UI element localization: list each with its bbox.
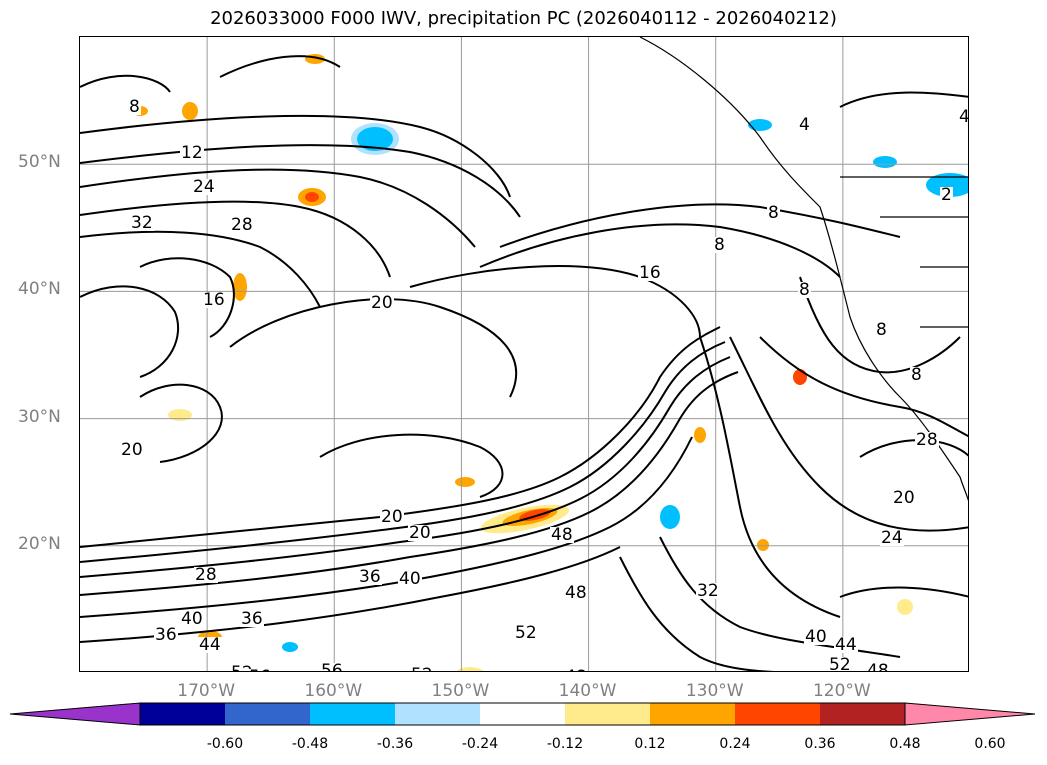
contour-label: 52 [828, 655, 852, 672]
lon-tick-label: 130°W [685, 681, 744, 701]
lon-tick-label: 160°W [304, 681, 363, 701]
contour-label: 8 [767, 203, 780, 223]
contour-label: 4 [798, 115, 811, 135]
lat-tick-label: 40°N [18, 279, 61, 300]
contour-label: 8 [910, 365, 923, 385]
colorbar-segment [225, 703, 310, 725]
colorbar-tick-label: -0.12 [546, 736, 584, 752]
contour-label: 32 [696, 581, 720, 601]
contour-label: 32 [130, 213, 154, 233]
map-canvas [80, 37, 968, 671]
map-plot-area[interactable]: 8 12 24 32 28 16 20 16 8 4 4 2 8 8 8 8 20 20 20 48 40 36 28 40 3… [79, 36, 969, 672]
colorbar-tick-label: -0.24 [461, 736, 499, 752]
lat-tick-label: 20°N [18, 533, 61, 554]
contour-label: 20 [892, 488, 916, 508]
colorbar-segment [480, 703, 565, 725]
colorbar-tick-label: 0.36 [804, 736, 836, 752]
colorbar-tick-label: -0.48 [291, 736, 329, 752]
contour-label: 48 [564, 583, 588, 603]
colorbar-segment [820, 703, 905, 725]
colorbar-tick-label: -0.60 [206, 736, 244, 752]
contour-label: 40 [804, 627, 828, 647]
contour-label: 44 [834, 635, 858, 655]
contour-label: 52 [230, 665, 254, 671]
contour-label: 36 [240, 609, 264, 629]
lat-tick-label: 30°N [18, 406, 61, 427]
colorbar-segment [395, 703, 480, 725]
contour-label: 4 [958, 107, 969, 127]
contour-label: 28 [194, 565, 218, 585]
colorbar-segment [735, 703, 820, 725]
colorbar-segment [310, 703, 395, 725]
contour-label: 52 [410, 667, 434, 671]
contour-label: 20 [380, 507, 404, 527]
contour-label: 2 [940, 185, 953, 205]
contour-label: 40 [398, 569, 422, 589]
contour-label: 24 [880, 528, 904, 548]
colorbar-segment [650, 703, 735, 725]
colorbar-extend-min [10, 702, 141, 726]
contour-label: 20 [408, 523, 432, 543]
colorbar-tick-label: 0.48 [889, 736, 921, 752]
contour-label: 56 [248, 669, 272, 671]
contour-label: 28 [230, 215, 254, 235]
contour-label: 12 [180, 143, 204, 163]
contour-label: 28 [915, 430, 939, 450]
contour-label: 40 [180, 609, 204, 629]
iwv-contours [80, 55, 968, 671]
lon-tick-label: 120°W [812, 681, 871, 701]
colorbar-tick-label: 0.24 [719, 736, 751, 752]
contour-label: 8 [875, 320, 888, 340]
contour-label: 36 [154, 625, 178, 645]
contour-label: 16 [202, 290, 226, 310]
contour-label: 20 [370, 293, 394, 313]
contour-label: 44 [198, 635, 222, 655]
colorbar-extend-max [904, 702, 1036, 726]
colorbar-tick-label: 0.12 [634, 736, 666, 752]
lon-tick-label: 170°W [177, 681, 236, 701]
lon-tick-label: 150°W [431, 681, 490, 701]
colorbar [10, 702, 1036, 726]
contour-label: 56 [320, 663, 344, 671]
colorbar-segment [140, 703, 225, 725]
precipitation-shading [132, 54, 968, 671]
contour-label: 48 [550, 525, 574, 545]
lat-tick-label: 50°N [18, 152, 61, 173]
colorbar-outline [139, 702, 906, 726]
contour-label: 52 [514, 623, 538, 643]
colorbar-tick-label: 0.60 [974, 736, 1006, 752]
contour-label: 36 [358, 567, 382, 587]
contour-label: 24 [192, 177, 216, 197]
contour-label: 8 [128, 97, 141, 117]
lon-tick-label: 140°W [558, 681, 617, 701]
map-title: 2026033000 F000 IWV, precipitation PC (2… [210, 8, 837, 29]
contour-label: 20 [120, 440, 144, 460]
coastline [639, 37, 968, 501]
contour-label: 8 [798, 280, 811, 300]
contour-label: 16 [638, 263, 662, 283]
colorbar-tick-label: -0.36 [376, 736, 414, 752]
contour-label: 8 [713, 235, 726, 255]
colorbar-segment [565, 703, 650, 725]
contour-label: 48 [564, 669, 588, 671]
contour-label: 48 [866, 663, 890, 671]
